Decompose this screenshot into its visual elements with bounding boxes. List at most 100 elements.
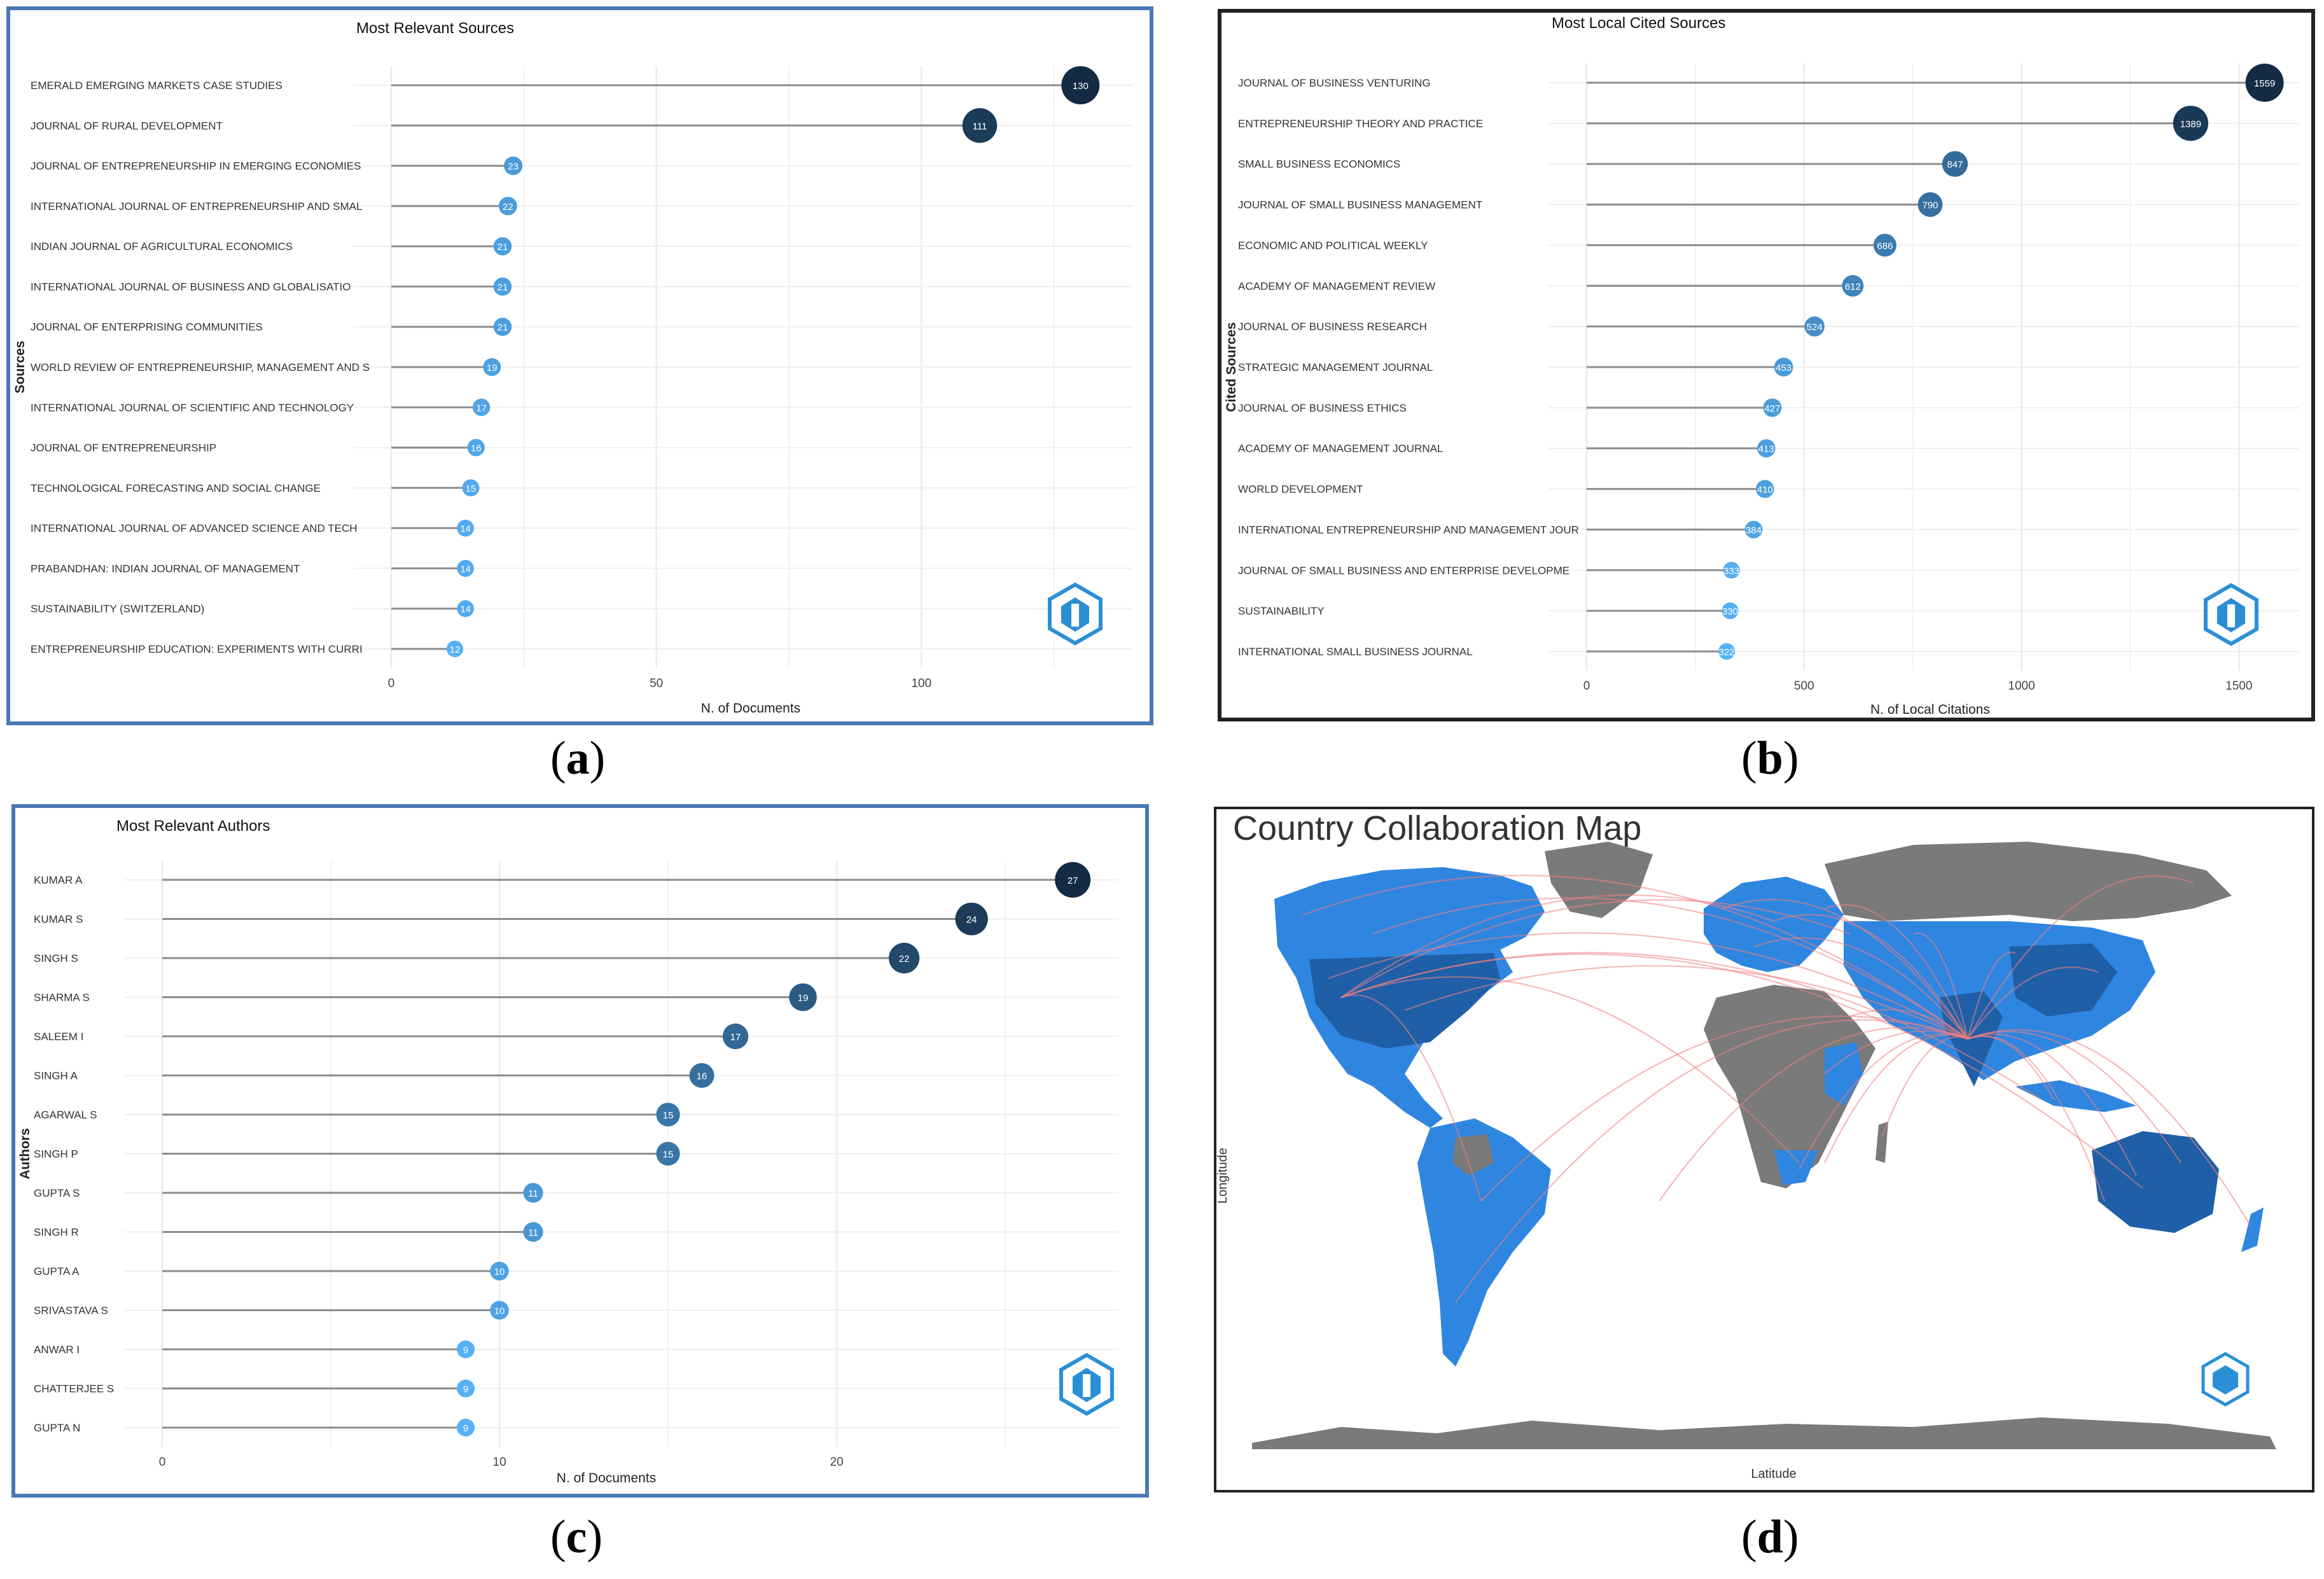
map-title: Country Collaboration Map xyxy=(1233,809,1641,847)
land-indonesia xyxy=(2015,1080,2136,1112)
y-tick-label: ECONOMIC AND POLITICAL WEEKLY xyxy=(1238,239,1428,251)
data-label: 14 xyxy=(460,604,471,615)
data-label: 14 xyxy=(460,564,471,574)
lollipop-dot xyxy=(722,1023,749,1050)
bibliometrix-logo-icon xyxy=(2204,583,2258,646)
caption-a: (a) xyxy=(550,732,606,784)
logo-inner xyxy=(2213,1365,2238,1395)
lollipop-dot xyxy=(1842,275,1864,297)
data-label: 15 xyxy=(663,1110,674,1121)
caption-b: (b) xyxy=(1741,732,1799,784)
lollipop-dot xyxy=(490,1300,509,1320)
y-axis-label: Cited Sources xyxy=(1224,322,1239,412)
collaboration-arc xyxy=(1967,1035,2106,1202)
lollipop-dot xyxy=(457,1379,475,1398)
data-label: 1389 xyxy=(2180,119,2201,130)
collaboration-arc xyxy=(1754,937,1968,1040)
chart-title: Most Local Cited Sources xyxy=(1552,15,1725,32)
x-axis-label: N. of Documents xyxy=(557,1471,656,1485)
y-tick-label: INTERNATIONAL JOURNAL OF ADVANCED SCIENC… xyxy=(31,522,358,534)
lollipop-dot xyxy=(1744,520,1763,539)
data-label: 12 xyxy=(450,644,461,655)
y-tick-label: EMERALD EMERGING MARKETS CASE STUDIES xyxy=(31,80,282,92)
x-tick-label: 500 xyxy=(1794,679,1814,693)
x-tick-label: 100 xyxy=(911,677,931,690)
lollipop-dot xyxy=(493,237,512,256)
lollipop-dot xyxy=(1722,602,1739,620)
x-tick-label: 0 xyxy=(1583,679,1590,693)
chart-panel-most-local-cited-sources: Most Local Cited Sources 0 500 1000 1500 N. o… xyxy=(1218,9,2315,721)
y-tick-label: STRATEGIC MANAGEMENT JOURNAL xyxy=(1238,361,1433,373)
collaboration-arc xyxy=(1404,965,1968,1040)
data-label: 524 xyxy=(1807,322,1823,333)
x-tick-label: 50 xyxy=(650,677,663,690)
data-label: 453 xyxy=(1776,363,1792,373)
y-tick-label: ENTREPRENEURSHIP EDUCATION: EXPERIMENTS … xyxy=(31,643,363,655)
data-label: 19 xyxy=(798,993,809,1004)
data-label: 21 xyxy=(498,242,508,253)
y-tick-label: SALEEM I xyxy=(34,1031,83,1043)
data-label: 21 xyxy=(498,282,508,293)
bibliometrix-logo-icon xyxy=(1059,1353,1114,1416)
y-tick-label: SUSTAINABILITY xyxy=(1238,605,1325,617)
lollipop-dot xyxy=(462,479,480,497)
world-map: Country Collaboration Map Longitude Lati… xyxy=(1214,807,2314,1492)
y-tick-label: INTERNATIONAL ENTREPRENEURSHIP AND MANAG… xyxy=(1238,524,1579,536)
collaboration-arc xyxy=(1967,875,2194,1040)
lollipop-dot xyxy=(457,519,474,537)
lollipop-dot xyxy=(504,156,523,176)
data-label: 16 xyxy=(697,1071,707,1082)
lollipop-dot xyxy=(1873,233,1896,257)
lollipop-dot xyxy=(457,1419,475,1436)
lollipop-dot xyxy=(1061,66,1100,104)
lollipop-dot xyxy=(457,560,474,577)
lollipop-dot xyxy=(1055,862,1091,898)
y-tick-label: JOURNAL OF ENTREPRENEURSHIP IN EMERGING … xyxy=(31,160,361,172)
data-label: 11 xyxy=(528,1188,538,1199)
collaboration-arc xyxy=(1773,914,1968,1040)
lollipop-dot xyxy=(472,398,491,417)
y-tick-label: WORLD REVIEW OF ENTREPRENEURSHIP, MANAGE… xyxy=(31,361,370,373)
y-tick-label: INTERNATIONAL JOURNAL OF BUSINESS AND GL… xyxy=(31,281,351,293)
lollipop-dot xyxy=(490,1262,509,1281)
panel-frame xyxy=(6,6,1153,725)
lollipop-dot xyxy=(2173,106,2209,141)
x-tick-label: 1000 xyxy=(2008,679,2035,693)
data-label: 9 xyxy=(463,1345,468,1356)
collaboration-arc xyxy=(1966,951,2016,1040)
data-label: 111 xyxy=(973,121,987,132)
map-logo xyxy=(2201,1352,2250,1407)
y-tick-label: JOURNAL OF ENTERPRISING COMMUNITIES xyxy=(31,321,263,333)
map-x-axis-label: Latitude xyxy=(1751,1467,1796,1481)
land-russia xyxy=(1825,842,2232,921)
collaboration-arc xyxy=(1967,966,2099,1040)
y-tick-label: JOURNAL OF BUSINESS VENTURING xyxy=(1238,77,1431,89)
y-tick-label: CHATTERJEE S xyxy=(34,1383,114,1395)
y-tick-label: ACADEMY OF MANAGEMENT JOURNAL xyxy=(1238,443,1443,455)
y-axis-label: Authors xyxy=(18,1128,32,1179)
collaboration-arc xyxy=(1340,976,1800,1164)
data-label: 17 xyxy=(730,1032,741,1043)
y-tick-label: SMALL BUSINESS ECONOMICS xyxy=(1238,158,1400,170)
x-axis-label: N. of Local Citations xyxy=(1870,702,1990,717)
y-tick-label: JOURNAL OF BUSINESS ETHICS xyxy=(1238,402,1407,414)
y-tick-label: SINGH S xyxy=(34,952,78,964)
lollipop-dot xyxy=(889,942,920,974)
lollipop-dot xyxy=(498,197,517,216)
lollipop-dot xyxy=(2245,64,2284,102)
collaboration-arc xyxy=(1455,1019,1968,1304)
land-south-america xyxy=(1417,1118,1551,1367)
collaboration-arc xyxy=(1913,932,1969,1040)
caption-d: (d) xyxy=(1741,1511,1799,1563)
data-label: 384 xyxy=(1746,525,1762,536)
lollipop-dot xyxy=(1942,151,1968,177)
y-tick-label: SUSTAINABILITY (SWITZERLAND) xyxy=(31,603,204,615)
lollipop-dot xyxy=(656,1103,680,1127)
y-tick-label: GUPTA N xyxy=(34,1422,80,1434)
y-tick-label: KUMAR A xyxy=(34,874,83,886)
lollipop-chart-a: Most Relevant Sources 0 50 100 N. of Documen… xyxy=(6,6,1153,725)
lollipop-dot xyxy=(483,358,501,377)
data-label: 14 xyxy=(460,524,471,534)
lollipop-dot xyxy=(1757,439,1776,457)
collaboration-arc xyxy=(1824,904,1968,1040)
